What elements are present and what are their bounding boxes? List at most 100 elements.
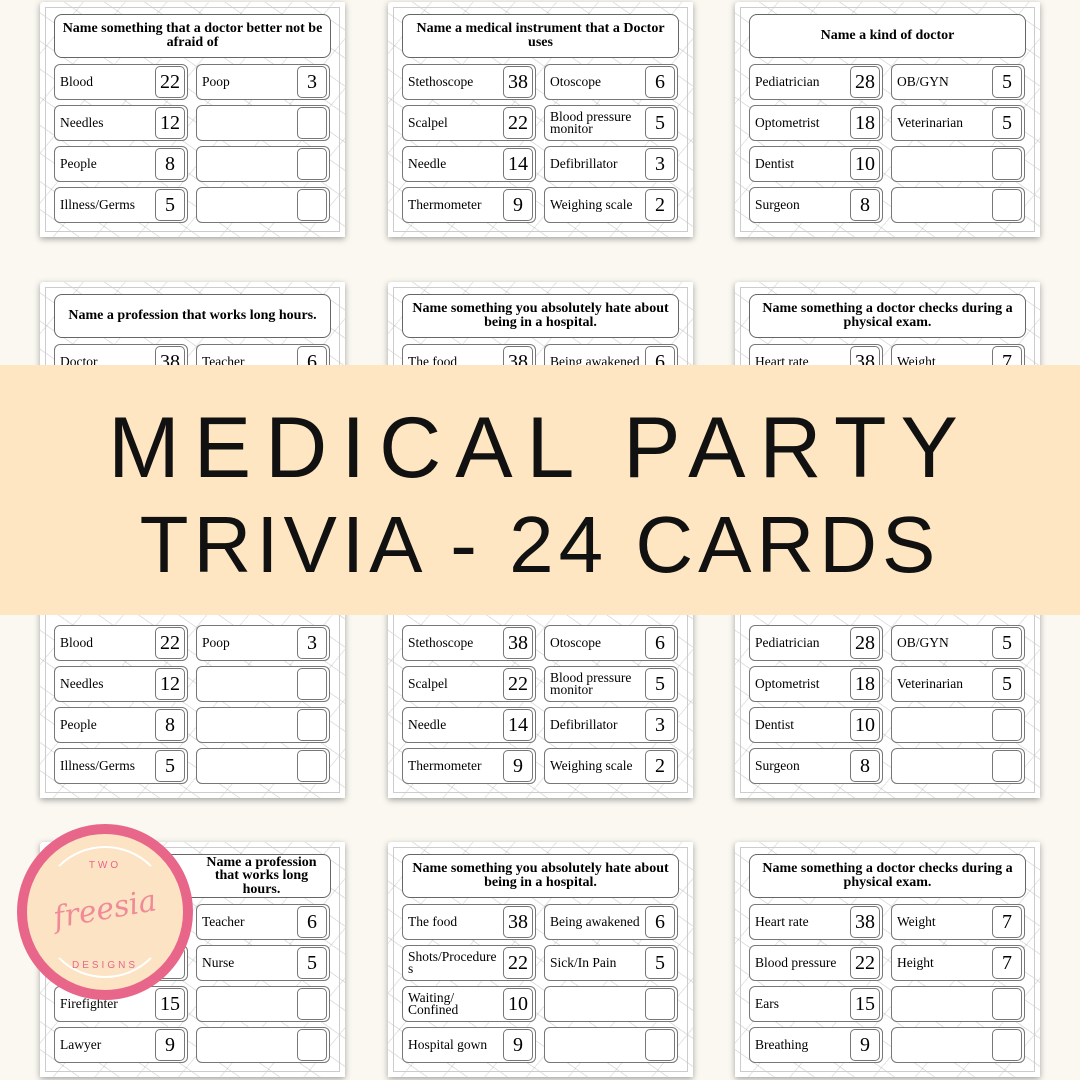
answer-label: Veterinarian	[897, 676, 963, 691]
answer-points: 6	[297, 906, 327, 938]
card-question: Name something that a doctor better not …	[54, 14, 331, 58]
answer-points	[297, 988, 327, 1020]
answer-label: Sick/In Pain	[550, 955, 617, 970]
answer-label: Weight	[897, 914, 936, 929]
answer-label: Blood	[60, 74, 94, 89]
banner-title: MEDICAL PARTY	[108, 400, 972, 496]
answer-slot	[196, 707, 330, 743]
answer-slot: OB/GYN 5	[891, 64, 1025, 100]
trivia-card: Name a medical instrument that a Doctor …	[388, 2, 693, 237]
answer-label: Pediatrician	[755, 74, 820, 89]
answer-label: Illness/Germs	[60, 758, 135, 773]
answer-points: 10	[850, 148, 880, 180]
answer-slot: Needles 12	[54, 666, 188, 702]
answer-points: 12	[155, 668, 185, 700]
answer-slot: Poop 3	[196, 625, 330, 661]
answer-slot: Otoscope 6	[544, 64, 678, 100]
answer-slot: Heart rate 38	[749, 904, 883, 940]
answer-slot: Blood pressure 22	[749, 945, 883, 981]
answer-slot: Teacher 6	[196, 904, 330, 940]
answer-label: Teacher	[202, 354, 245, 369]
answer-label: The food	[408, 914, 458, 929]
answer-points: 3	[645, 709, 675, 741]
answer-points: 18	[850, 668, 880, 700]
answer-label: Weighing scale	[550, 197, 633, 212]
answer-label: OB/GYN	[897, 74, 949, 89]
answer-points	[297, 107, 327, 139]
answer-points: 3	[297, 66, 327, 98]
answer-points: 28	[850, 66, 880, 98]
answer-points: 22	[503, 668, 533, 700]
card-question: Name a profession that works long hours.	[54, 294, 331, 338]
answer-slot	[196, 986, 330, 1022]
answer-label: Thermometer	[408, 758, 482, 773]
answer-label: Firefighter	[60, 996, 118, 1011]
answer-slot: Height 7	[891, 945, 1025, 981]
answer-slot: Veterinarian 5	[891, 666, 1025, 702]
answer-label: Stethoscope	[408, 74, 474, 89]
answer-points: 28	[850, 627, 880, 659]
answer-label: Needles	[60, 115, 104, 130]
trivia-card: Name something a doctor checks during a …	[735, 842, 1040, 1077]
answer-label: Nurse	[202, 955, 235, 970]
answer-slot: Blood pressure monitor 5	[544, 666, 678, 702]
answer-label: Blood pressure monitor	[550, 670, 632, 697]
answer-label: Teacher	[202, 914, 245, 929]
answer-label: Blood	[60, 635, 94, 650]
card-question: Name something you absolutely hate about…	[402, 854, 679, 898]
answer-points	[297, 189, 327, 221]
answer-slot: Needles 12	[54, 105, 188, 141]
answer-points	[645, 1029, 675, 1061]
answer-label: Defibrillator	[550, 717, 618, 732]
answer-points: 38	[503, 66, 533, 98]
answer-label: Blood pressure monitor	[550, 109, 632, 136]
answer-points: 5	[992, 66, 1022, 98]
answer-slot	[196, 187, 330, 223]
answer-slot: Thermometer 9	[402, 187, 536, 223]
answer-slot: Defibrillator 3	[544, 146, 678, 182]
answer-points: 6	[645, 66, 675, 98]
answer-label: Thermometer	[408, 197, 482, 212]
answer-points: 22	[503, 107, 533, 139]
answer-label: Pediatrician	[755, 635, 820, 650]
answer-slot	[891, 748, 1025, 784]
logo-top-text: TWO	[88, 860, 122, 871]
answer-slot	[196, 666, 330, 702]
answer-label: Veterinarian	[897, 115, 963, 130]
answer-slot: Poop 3	[196, 64, 330, 100]
answer-points	[297, 750, 327, 782]
answer-points: 8	[850, 189, 880, 221]
answer-label: Dentist	[755, 717, 794, 732]
answer-slot	[196, 146, 330, 182]
answer-points: 22	[503, 947, 533, 979]
answer-label: Illness/Germs	[60, 197, 135, 212]
banner-subtitle: TRIVIA - 24 CARDS	[139, 500, 941, 589]
answer-slot	[544, 986, 678, 1022]
answer-label: Needle	[408, 156, 447, 171]
answer-slot: Otoscope 6	[544, 625, 678, 661]
answer-label: Dentist	[755, 156, 794, 171]
answer-slot: Scalpel 22	[402, 666, 536, 702]
answer-points: 5	[992, 627, 1022, 659]
trivia-card: Name something you absolutely hate about…	[388, 842, 693, 1077]
card-question: Name something you absolutely hate about…	[402, 294, 679, 338]
answer-slot	[891, 986, 1025, 1022]
answer-points: 15	[850, 988, 880, 1020]
answer-slot	[196, 748, 330, 784]
answer-points: 5	[645, 107, 675, 139]
answer-label: Scalpel	[408, 676, 448, 691]
answer-label: Weighing scale	[550, 758, 633, 773]
answer-slot: Waiting/ Confined 10	[402, 986, 536, 1022]
brand-logo: TWO freesia DESIGNS	[17, 824, 193, 1000]
answer-label: Hospital gown	[408, 1037, 488, 1052]
answer-points: 38	[850, 906, 880, 938]
answer-points: 8	[155, 709, 185, 741]
answer-slot: Blood 22	[54, 64, 188, 100]
answer-points	[992, 1029, 1022, 1061]
answer-points: 38	[503, 627, 533, 659]
answer-slot: Veterinarian 5	[891, 105, 1025, 141]
answer-slot: Ears 15	[749, 986, 883, 1022]
answer-label: Optometrist	[755, 676, 820, 691]
answer-slot: Dentist 10	[749, 146, 883, 182]
answer-slot: Weighing scale 2	[544, 748, 678, 784]
